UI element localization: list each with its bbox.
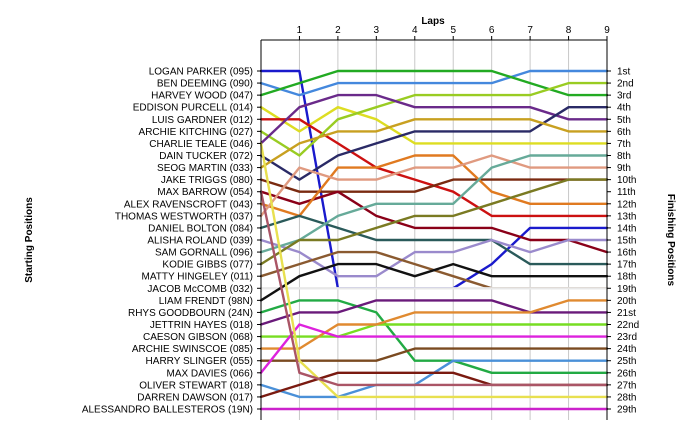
finishing-position-label: 14th xyxy=(617,223,636,234)
starting-position-label: JAKE TRIGGS (080) xyxy=(161,175,253,186)
lap-tick-label: 3 xyxy=(374,25,380,36)
starting-position-label: RHYS GOODBOURN (24N) xyxy=(128,308,253,319)
starting-position-label: JACOB McCOMB (032) xyxy=(147,284,253,295)
finishing-position-label: 2nd xyxy=(617,79,634,90)
finishing-position-label: 12th xyxy=(617,199,636,210)
starting-position-label: MATTY HINGELEY (011) xyxy=(141,272,253,283)
finishing-position-label: 18th xyxy=(617,272,636,283)
driver-series-line xyxy=(259,178,609,193)
starting-position-label: MAX BARROW (054) xyxy=(157,187,253,198)
axes xyxy=(257,36,611,420)
finishing-position-label: 11th xyxy=(617,187,636,198)
driver-series-line xyxy=(259,118,609,169)
driver-series-line xyxy=(259,105,609,181)
starting-position-label: ARCHIE SWINSCOE (085) xyxy=(132,344,253,355)
finishing-position-label: 9th xyxy=(617,163,631,174)
starting-position-label: ALESSANDRO BALLESTEROS (19N) xyxy=(82,405,253,416)
finishing-position-label: 28th xyxy=(617,392,636,403)
driver-series-line xyxy=(259,299,609,350)
finishing-position-label: 25th xyxy=(617,356,636,367)
finishing-position-label: 13th xyxy=(617,211,636,222)
lap-tick-label: 6 xyxy=(489,25,495,36)
driver-series-line xyxy=(259,323,609,374)
finishing-position-label: 17th xyxy=(617,260,636,271)
driver-series-line xyxy=(259,154,609,218)
driver-series-line xyxy=(259,178,609,266)
starting-position-label: OLIVER STEWART (018) xyxy=(139,380,253,391)
driver-series-line xyxy=(259,299,609,374)
driver-series-line xyxy=(259,214,609,266)
finishing-position-label: 15th xyxy=(617,236,636,247)
finishing-position-label: 19th xyxy=(617,284,636,295)
starting-position-label: DANIEL BOLTON (084) xyxy=(148,223,253,234)
driver-series-line xyxy=(259,190,609,254)
driver-series-line xyxy=(259,323,609,338)
lap-tick-label: 7 xyxy=(527,25,533,36)
starting-position-label: HARRY SLINGER (055) xyxy=(146,356,253,367)
finishing-position-label: 8th xyxy=(617,151,631,162)
driver-series-line xyxy=(259,154,609,254)
finishing-position-label: 20th xyxy=(617,296,636,307)
lap-tick-label: 2 xyxy=(335,25,341,36)
finishing-position-label: 29th xyxy=(617,405,636,416)
starting-position-label: LUIS GARDNER (012) xyxy=(152,115,253,126)
lap-tick-label: 4 xyxy=(412,25,418,36)
driver-series-line xyxy=(259,299,609,326)
driver-series-line xyxy=(259,154,609,218)
driver-series-line xyxy=(259,238,609,278)
starting-position-label: CAESON GIBSON (068) xyxy=(143,332,253,343)
series-lines xyxy=(259,69,609,411)
finishing-position-label: 26th xyxy=(617,368,636,379)
finishing-position-label: 21st xyxy=(617,308,636,319)
lap-tick-label: 5 xyxy=(450,25,456,36)
driver-series-line xyxy=(259,105,609,145)
x-axis-title: Laps xyxy=(421,16,445,27)
driver-series-line xyxy=(259,347,609,362)
starting-position-label: ARCHIE KITCHING (027) xyxy=(139,127,253,138)
starting-position-label: ALEX RAVENSCROFT (043) xyxy=(124,199,253,210)
starting-position-label: BEN DEEMING (090) xyxy=(157,79,253,90)
finishing-position-label: 1st xyxy=(617,67,631,78)
lap-tick-label: 9 xyxy=(604,25,610,36)
starting-position-label: ALISHA ROLAND (039) xyxy=(147,236,253,247)
finishing-position-label: 3rd xyxy=(617,91,631,102)
starting-position-label: DARREN DAWSON (017) xyxy=(137,392,253,403)
starting-position-label: HARVEY WOOD (047) xyxy=(151,91,253,102)
driver-series-line xyxy=(259,359,609,399)
finishing-position-label: 24th xyxy=(617,344,636,355)
left-axis-title: Starting Positions xyxy=(24,197,35,283)
starting-position-label: LOGAN PARKER (095) xyxy=(149,67,253,78)
starting-position-label: EDDISON PURCELL (014) xyxy=(133,103,253,114)
starting-position-label: DAIN TUCKER (072) xyxy=(159,151,253,162)
right-axis-title: Finishing Positions xyxy=(665,194,676,287)
finishing-position-label: 16th xyxy=(617,248,636,259)
driver-series-line xyxy=(259,262,609,302)
driver-series-line xyxy=(259,93,609,145)
starting-position-label: SAM GORNALL (096) xyxy=(155,248,253,259)
starting-position-label: SEOG MARTIN (033) xyxy=(157,163,253,174)
finishing-position-label: 23rd xyxy=(617,332,637,343)
labels: 1 2 3 4 5 6 7 8 9 LOGAN PARKER (095) 1st BEN DEEMIN… xyxy=(82,25,639,416)
starting-position-label: KODIE GIBBS (077) xyxy=(162,260,253,271)
lap-tick-label: 1 xyxy=(297,25,303,36)
driver-series-line xyxy=(259,69,609,97)
starting-position-label: LIAM FRENDT (98N) xyxy=(159,296,253,307)
starting-position-label: THOMAS WESTWORTH (037) xyxy=(115,211,253,222)
driver-series-line xyxy=(259,190,609,387)
starting-position-label: JETTRIN HAYES (018) xyxy=(150,320,253,331)
starting-position-label: MAX DAVIES (066) xyxy=(166,368,253,379)
finishing-position-label: 22nd xyxy=(617,320,639,331)
finishing-position-label: 27th xyxy=(617,380,636,391)
finishing-position-label: 6th xyxy=(617,127,631,138)
finishing-position-label: 4th xyxy=(617,103,631,114)
starting-position-label: CHARLIE TEALE (046) xyxy=(149,139,253,150)
finishing-position-label: 10th xyxy=(617,175,636,186)
finishing-position-label: 5th xyxy=(617,115,631,126)
finishing-position-label: 7th xyxy=(617,139,631,150)
lap-tick-label: 8 xyxy=(566,25,572,36)
